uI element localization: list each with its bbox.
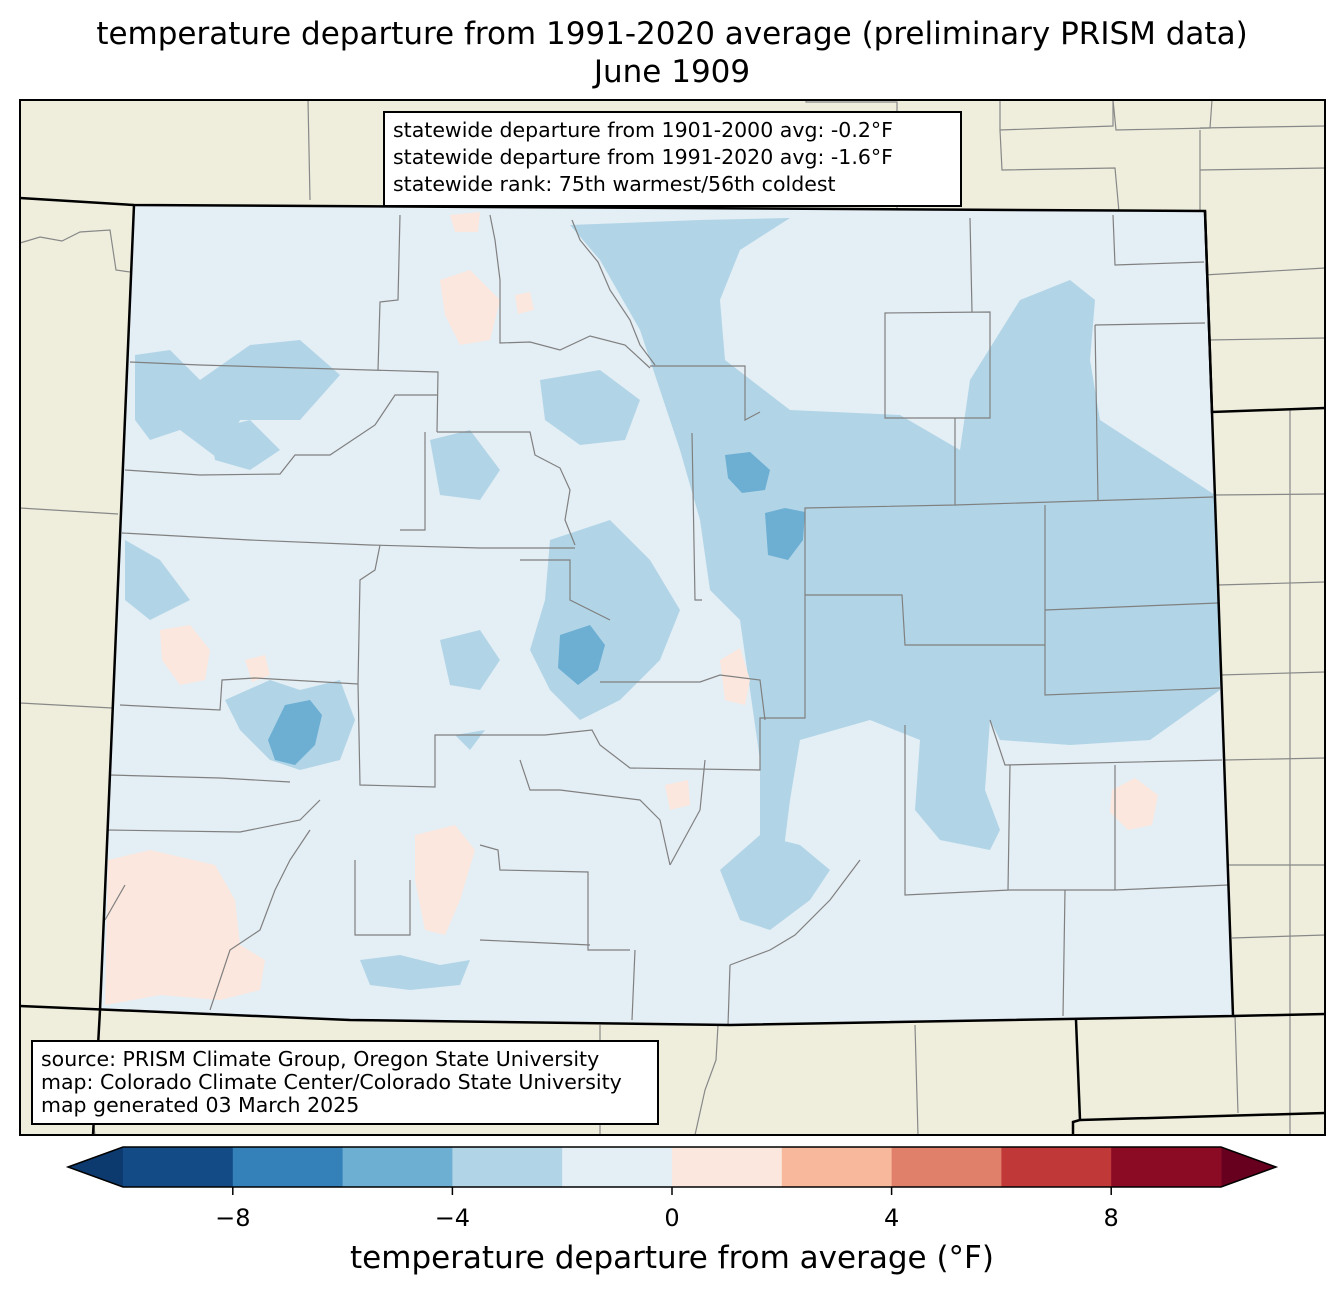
source-line: source: PRISM Climate Group, Oregon Stat… — [41, 1047, 600, 1071]
cold-anomaly-regions — [268, 452, 805, 765]
colorbar-bin — [123, 1147, 234, 1187]
stats-rank: statewide rank: 75th warmest/56th coldes… — [393, 172, 836, 196]
colorbar-bin — [1111, 1147, 1222, 1187]
colorbar-tick-label: 8 — [1103, 1204, 1119, 1232]
statewide-stats-box: statewide departure from 1901-2000 avg: … — [383, 111, 962, 207]
map-credit-line: map: Colorado Climate Center/Colorado St… — [41, 1070, 622, 1094]
colorbar-extend-high — [1221, 1147, 1276, 1187]
colorbar-bin — [452, 1147, 563, 1187]
colorbar-tick-label: −8 — [215, 1204, 251, 1232]
colorbar-bin — [232, 1147, 344, 1187]
map-frame — [19, 99, 1326, 1136]
map-subtitle-month: June 1909 — [593, 54, 751, 90]
colorbar-bin — [1001, 1147, 1112, 1187]
generated-date-line: map generated 03 March 2025 — [41, 1093, 360, 1117]
colorbar — [65, 1146, 1279, 1195]
county-lines — [104, 214, 1229, 1026]
colorbar-bin — [562, 1147, 673, 1187]
colorbar-bin — [672, 1147, 783, 1187]
colorbar-tick-label: −4 — [434, 1204, 471, 1232]
source-box: source: PRISM Climate Group, Oregon Stat… — [31, 1040, 659, 1125]
colorbar-bin — [891, 1147, 1002, 1187]
colorbar-bin — [781, 1147, 893, 1187]
stats-departure-1901-2000: statewide departure from 1901-2000 avg: … — [393, 118, 893, 142]
colorbar-tick-label: 0 — [664, 1204, 680, 1232]
map-title: temperature departure from 1991-2020 ave… — [96, 16, 1248, 52]
colorbar-tick-label: 4 — [883, 1204, 900, 1232]
colorbar-label: temperature departure from average (°F) — [350, 1240, 994, 1276]
colorbar-bin — [342, 1147, 453, 1187]
colorbar-outline — [65, 1146, 1279, 1188]
colorbar-extend-low — [68, 1147, 123, 1187]
stats-departure-1991-2020: statewide departure from 1991-2020 avg: … — [393, 145, 893, 169]
warm-anomaly-regions — [105, 212, 1158, 1005]
